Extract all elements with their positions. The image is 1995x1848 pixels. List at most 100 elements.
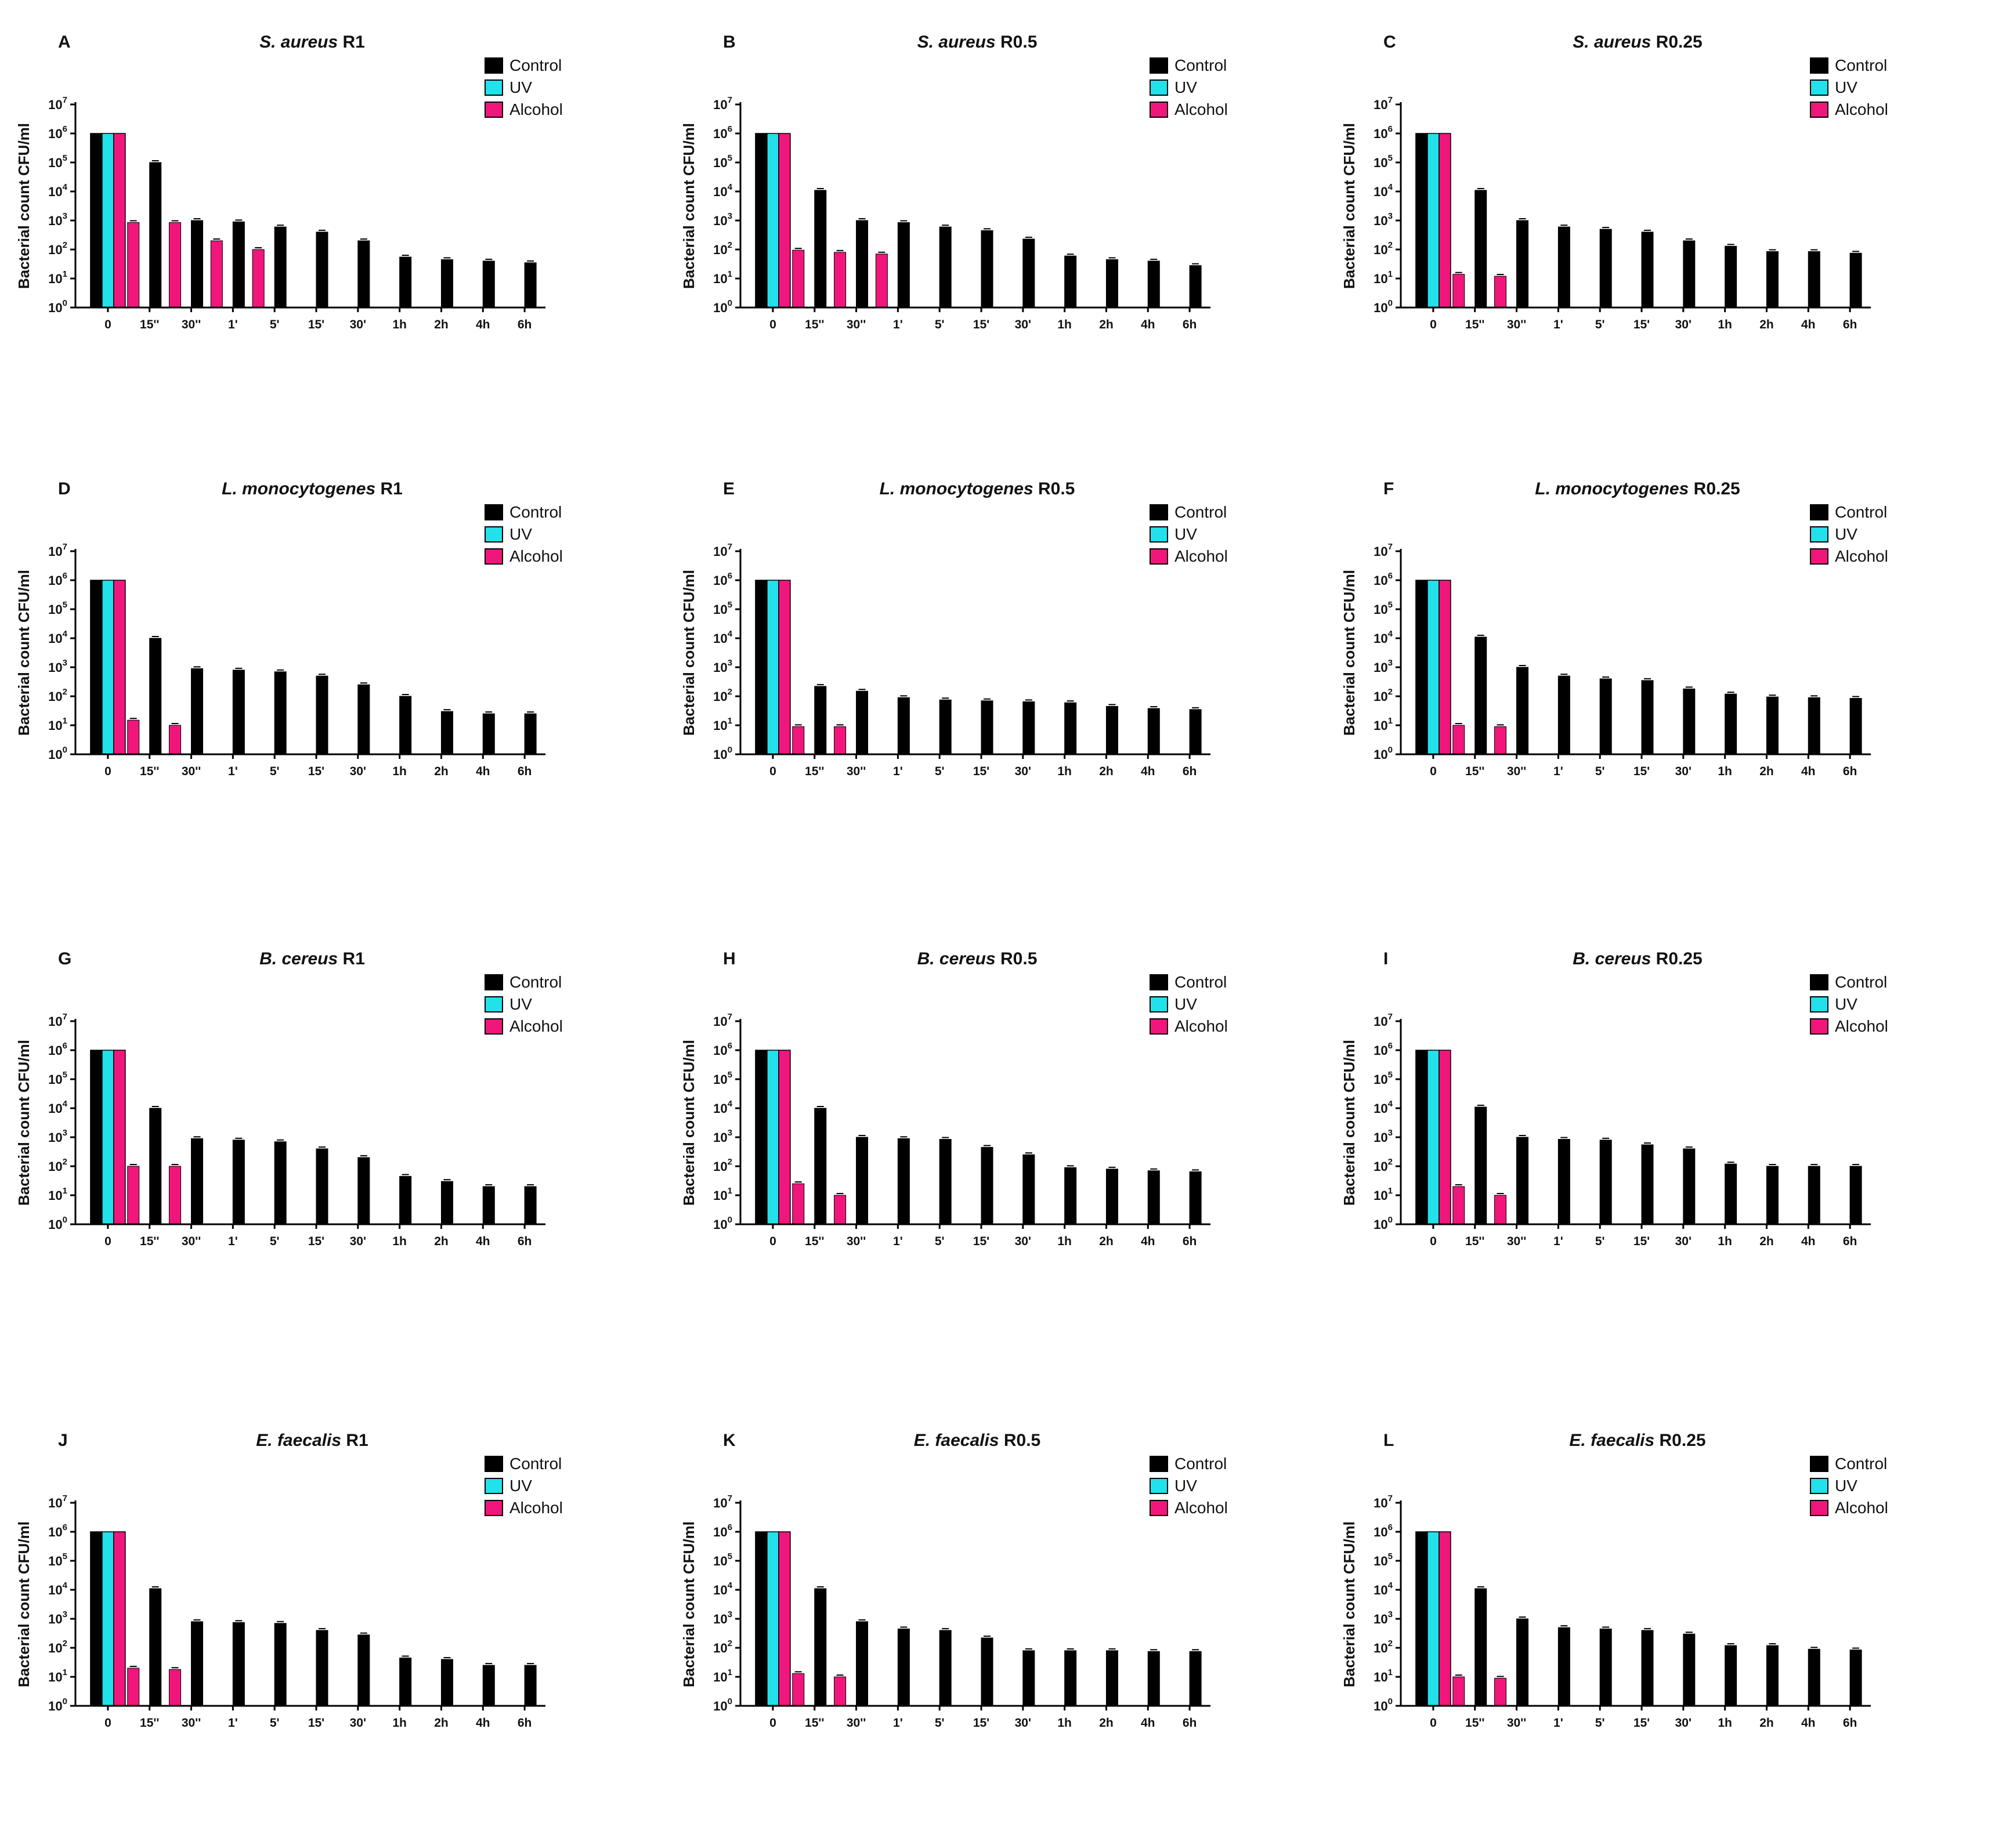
bar-alcohol	[792, 726, 805, 755]
bar-chart: K E. faecalis R0.5 Bacterial count CFU/ml 1…	[680, 1431, 1228, 1730]
legend-swatch-control	[485, 1456, 503, 1472]
bar-control	[1557, 1139, 1570, 1225]
legend-swatch-alcohol	[485, 1018, 503, 1035]
x-tick-label: 30'	[350, 1235, 366, 1248]
bar-control	[316, 232, 328, 308]
bar-control	[1557, 226, 1570, 308]
bar-control	[440, 1181, 453, 1225]
x-tick-label: 15''	[1465, 765, 1484, 778]
y-tick-label: 104	[48, 629, 67, 646]
legend-swatch-control	[1150, 57, 1168, 74]
x-tick-label: 0	[1430, 765, 1437, 778]
chart-title-species: L. monocytogenes	[1535, 479, 1689, 498]
x-tick-label: 15'	[308, 318, 324, 331]
panel-i: I B. cereus R0.25 Bacterial count CFU/ml 10…	[1330, 934, 1995, 1366]
bar-alcohol	[113, 1531, 126, 1706]
bar-control	[1641, 680, 1654, 755]
bar-alcohol	[834, 1676, 847, 1706]
bar-alcohol	[252, 249, 265, 308]
x-tick-label: 6h	[1183, 1716, 1197, 1730]
bar-alcohol	[792, 1183, 805, 1225]
panel-k: K E. faecalis R0.5 Bacterial count CFU/ml 1…	[670, 1416, 1335, 1848]
legend-label-control: Control	[509, 1455, 562, 1473]
x-tick-label: 2h	[1759, 1235, 1774, 1248]
x-tick-label: 4h	[1801, 1716, 1816, 1730]
y-tick-label: 105	[48, 153, 67, 170]
y-tick-label: 105	[1374, 1070, 1393, 1087]
bar-control	[399, 1176, 412, 1225]
x-tick-label: 15'	[973, 318, 989, 331]
bar-control	[482, 261, 495, 308]
y-tick-label: 106	[48, 1522, 67, 1539]
bar-control	[755, 133, 768, 308]
legend-label-alcohol: Alcohol	[1835, 1499, 1888, 1517]
bar-control	[1105, 706, 1118, 755]
bar-alcohol	[792, 1673, 805, 1706]
bar-control	[316, 1148, 328, 1225]
x-tick-label: 30'	[1015, 1235, 1031, 1248]
bar-control	[814, 1588, 827, 1706]
bar-alcohol	[1452, 1186, 1465, 1225]
bar-control	[1849, 698, 1862, 755]
bar-control	[316, 675, 328, 755]
y-tick-label: 100	[48, 298, 67, 315]
legend-label-alcohol: Alcohol	[1174, 1499, 1228, 1517]
x-tick-label: 0	[1430, 318, 1437, 331]
panel-letter: J	[58, 1431, 68, 1450]
chart-title-condition: R0.25	[1660, 1431, 1706, 1450]
bar-control	[274, 226, 287, 308]
bar-alcohol	[834, 726, 847, 755]
y-tick-label: 103	[48, 1610, 67, 1626]
x-tick-label: 5'	[270, 318, 280, 331]
legend-label-uv: UV	[509, 78, 532, 96]
legend-label-control: Control	[1835, 503, 1887, 521]
bar-alcohol	[1439, 133, 1451, 308]
bar-uv	[767, 580, 779, 755]
bar-control	[274, 1623, 287, 1706]
legend-swatch-alcohol	[485, 548, 503, 565]
legend-swatch-control	[1150, 504, 1168, 520]
legend-label-uv: UV	[1174, 525, 1197, 543]
x-tick-label: 1'	[228, 1716, 238, 1730]
x-tick-label: 1'	[1553, 1235, 1563, 1248]
bar-control	[399, 696, 412, 755]
legend-swatch-uv	[1810, 1478, 1828, 1494]
x-tick-label: 30''	[847, 765, 866, 778]
legend-label-control: Control	[1174, 503, 1227, 521]
y-tick-label: 105	[48, 1552, 67, 1568]
bar-control	[440, 711, 453, 755]
legend-label-alcohol: Alcohol	[1835, 547, 1888, 565]
bar-control	[1105, 1650, 1118, 1706]
panel-g: G B. cereus R1 Bacterial count CFU/ml 100 10…	[5, 934, 670, 1366]
legend-label-control: Control	[509, 973, 562, 991]
y-tick-label: 103	[48, 211, 67, 228]
y-tick-label: 102	[1374, 1639, 1393, 1655]
legend-label-uv: UV	[1835, 78, 1857, 96]
y-axis-label: Bacterial count CFU/ml	[680, 1040, 697, 1206]
legend-swatch-control	[1150, 1456, 1168, 1472]
x-tick-label: 15'	[308, 1716, 324, 1730]
x-tick-label: 2h	[434, 1235, 449, 1248]
x-tick-label: 30'	[350, 318, 366, 331]
bar-control	[1516, 1618, 1529, 1706]
bar-control	[897, 697, 910, 755]
x-tick-label: 2h	[434, 1716, 449, 1730]
bar-control	[981, 230, 993, 308]
bar-control	[524, 1186, 537, 1225]
panel-l: L E. faecalis R0.25 Bacterial count CFU/ml…	[1330, 1416, 1995, 1848]
bar-uv	[102, 1050, 114, 1225]
legend-swatch-uv	[1810, 79, 1828, 96]
bar-uv	[1427, 133, 1440, 308]
x-tick-label: 15''	[1465, 318, 1484, 331]
y-tick-label: 106	[1374, 571, 1393, 588]
bar-alcohol	[1439, 580, 1451, 755]
x-tick-label: 1h	[1718, 1716, 1732, 1730]
bar-control	[482, 1665, 495, 1706]
bar-control	[1516, 220, 1529, 308]
bar-control	[1474, 637, 1487, 755]
chart-title-condition: R0.5	[1004, 1431, 1040, 1450]
bar-alcohol	[1494, 1195, 1507, 1225]
legend-swatch-uv	[1810, 526, 1828, 543]
chart-title: L. monocytogenes R0.25	[1535, 479, 1740, 498]
x-tick-label: 15''	[140, 318, 159, 331]
